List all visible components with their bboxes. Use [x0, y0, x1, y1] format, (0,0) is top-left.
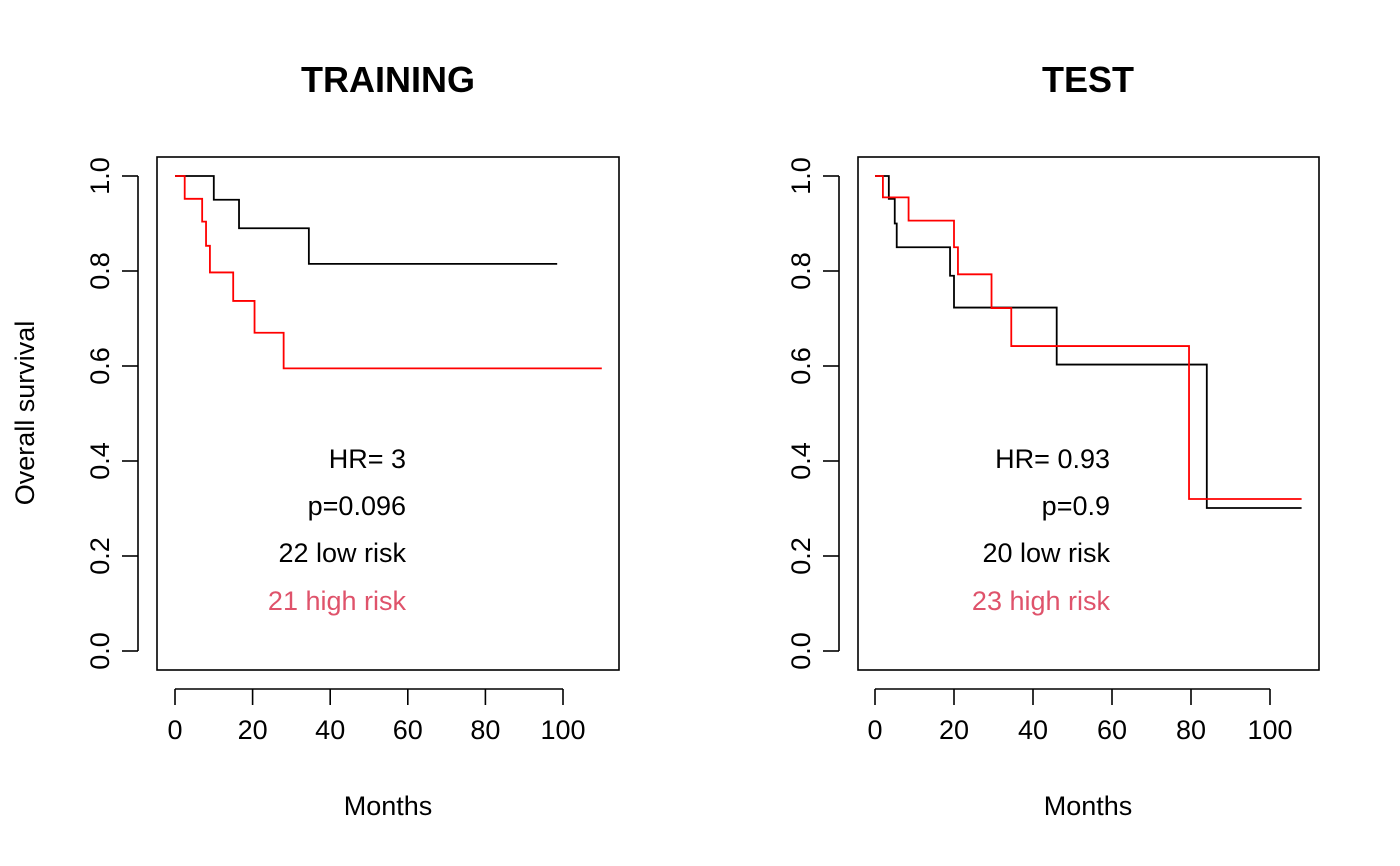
panel-training-curve-low-risk [175, 175, 558, 265]
panel-training-low-risk-count: 22 low risk [278, 538, 406, 568]
panel-test-y-tick-label: 0.2 [786, 537, 816, 575]
panel-test-x-tick-label: 20 [939, 715, 969, 745]
panel-training-x-tick-label: 100 [540, 715, 585, 745]
panel-test-x-tick-label: 40 [1018, 715, 1048, 745]
panel-training-x-tick-label: 0 [167, 715, 182, 745]
panel-training-x-tick-label: 40 [315, 715, 345, 745]
panel-test-y-tick-label: 0.0 [786, 632, 816, 670]
panel-training-curve-high-risk [175, 175, 602, 370]
panel-test-x-tick-label: 60 [1097, 715, 1127, 745]
panel-test-y-tick-label: 1.0 [786, 157, 816, 195]
panel-test-high-risk-count: 23 high risk [972, 586, 1111, 616]
panel-training-y-tick-label: 0.8 [85, 252, 115, 290]
panel-test-hr: HR= 0.93 [995, 444, 1110, 474]
panel-training-y-tick-label: 0.4 [85, 442, 115, 480]
panel-training-ylabel: Overall survival [10, 321, 40, 506]
panel-test-title: TEST [1042, 59, 1134, 100]
panel-training-curves [175, 175, 602, 370]
panel-test-low-risk-count: 20 low risk [982, 538, 1110, 568]
panel-test-x-tick-label: 80 [1176, 715, 1206, 745]
panel-training-xlabel: Months [344, 791, 433, 821]
panel-test-curves [875, 175, 1302, 509]
panel-training-y-tick-label: 0.0 [85, 632, 115, 670]
panel-test-pvalue: p=0.9 [1042, 491, 1110, 521]
panel-test-x-tick-label: 100 [1247, 715, 1292, 745]
panel-training-y-tick-label: 1.0 [85, 157, 115, 195]
panel-training-x-tick-label: 20 [238, 715, 268, 745]
panel-training-high-risk-count: 21 high risk [268, 586, 407, 616]
panel-test-frame [857, 156, 1320, 671]
panel-training-x-tick-label: 80 [470, 715, 500, 745]
panel-training-y-tick-label: 0.2 [85, 537, 115, 575]
panel-test-y-tick-label: 0.8 [786, 252, 816, 290]
panel-test-y-tick-label: 0.4 [786, 442, 816, 480]
panel-training-title: TRAINING [301, 59, 475, 100]
panel-test-x-tick-label: 0 [867, 715, 882, 745]
panel-test-y-tick-label: 0.6 [786, 347, 816, 385]
panel-test-curve-high-risk [875, 175, 1302, 500]
panel-training-axes: 0 20 40 60 80 100 0.0 0.2 0.4 0.6 0.8 1.0 [85, 157, 586, 745]
panel-test: TEST 0 20 40 60 80 100 0.0 0.2 0.4 0.6 0.8 1.0 Mont… [786, 59, 1320, 821]
panel-training-y-tick-label: 0.6 [85, 347, 115, 385]
panel-training-pvalue: p=0.096 [308, 491, 406, 521]
panel-training-x-tick-label: 60 [393, 715, 423, 745]
panel-test-axes: 0 20 40 60 80 100 0.0 0.2 0.4 0.6 0.8 1.0 [786, 157, 1293, 745]
panel-training-hr: HR= 3 [329, 444, 406, 474]
panel-training-frame [156, 156, 620, 671]
panel-test-curve-low-risk [875, 175, 1302, 509]
panel-training: TRAINING 0 20 40 60 80 1000.00.20.40.60.81.0 … [10, 59, 620, 821]
panel-test-xlabel: Months [1044, 791, 1133, 821]
